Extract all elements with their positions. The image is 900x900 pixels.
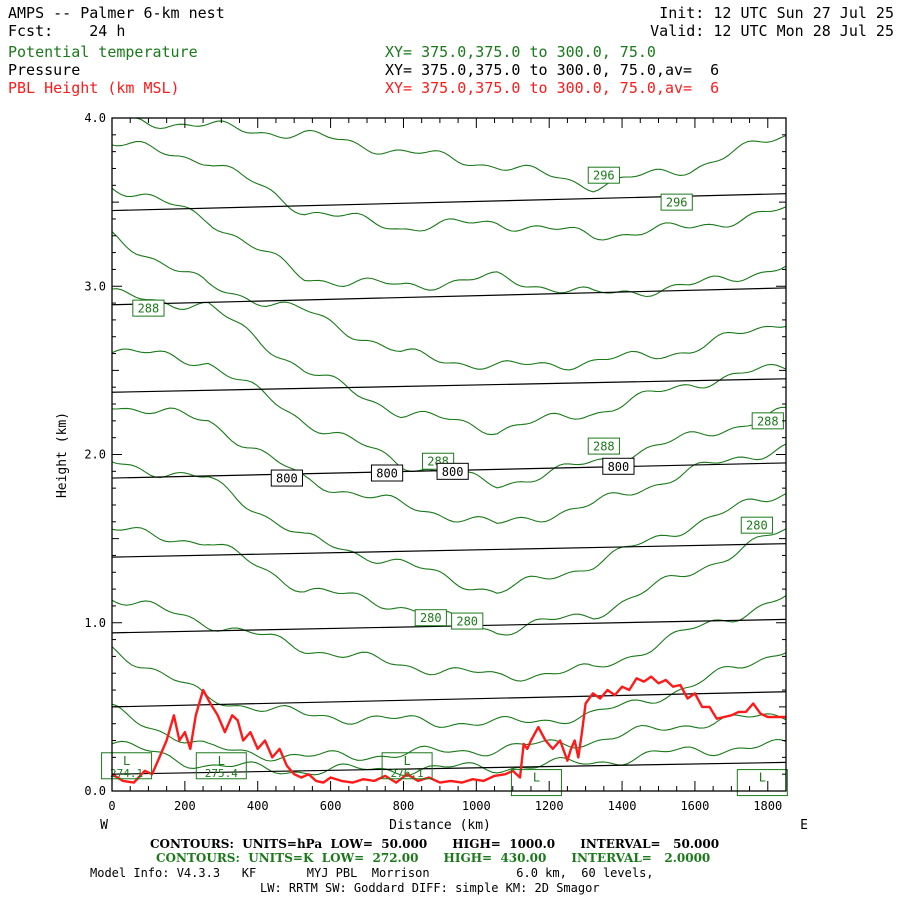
field2-name: Pressure (8, 61, 81, 79)
pressure-contour-label: 800 (276, 472, 298, 486)
y-tick-label: 0.0 (84, 784, 106, 798)
valid-time: Valid: 12 UTC Mon 28 Jul 25 (650, 22, 894, 40)
theta-contour-label: 288 (593, 440, 615, 454)
pressure-isobar (111, 378, 787, 393)
pressure-contour-label: 800 (608, 460, 630, 474)
minimum-marker-box (510, 769, 562, 797)
pbl-height-line (111, 675, 786, 784)
pressure-isobar (111, 761, 787, 775)
x-tick-label: 1000 (462, 799, 491, 813)
x-tick-label: 800 (393, 799, 415, 813)
west-label: W (100, 818, 108, 833)
pressure-contour-label: 800 (376, 467, 398, 481)
theta-contour-label-box (587, 166, 620, 184)
minimum-marker-letter: L (218, 754, 225, 768)
axes: 0 200 400 600 800 1000 1200 1400 1600 1800 0.0 1.0 2… (84, 111, 787, 813)
theta-contour-line (112, 117, 787, 193)
theta-contour-label-box (414, 609, 447, 627)
x-tick-label: 1200 (535, 799, 564, 813)
field2-xy: XY= 375.0,375.0 to 300.0, 75.0,av= 6 (385, 61, 720, 79)
theta-contours (111, 117, 787, 777)
forecast-hour: Fcst: 24 h (8, 22, 126, 40)
field1-name: Potential temperature (8, 43, 198, 61)
y-axis-label: Height (km) (55, 412, 70, 498)
theta-contour-line (111, 141, 787, 241)
theta-contour-line (111, 407, 787, 524)
model-title: AMPS -- Palmer 6-km nest (8, 4, 225, 22)
theta-contour-label-box (132, 299, 165, 317)
pressure-contour-label-box (270, 469, 303, 487)
pressure-isobar (111, 287, 787, 306)
east-label: E (800, 818, 808, 833)
pressure-contour-label: 800 (442, 465, 464, 479)
y-tick-label: 2.0 (84, 448, 106, 462)
theta-contour-label-box (740, 516, 773, 534)
minimum-marker-box (736, 769, 788, 797)
x-tick-label: 1600 (680, 799, 709, 813)
minimum-marker-value: 275.4 (205, 767, 238, 780)
pbl-height-series (111, 675, 786, 784)
y-tick-label: 1.0 (84, 616, 106, 630)
theta-contour-label: 280 (420, 611, 442, 625)
x-tick-label: 200 (174, 799, 196, 813)
minimum-marker-box (101, 752, 153, 780)
pressure-contour-label-box (436, 462, 469, 480)
theta-contour-line (111, 461, 787, 594)
x-tick-label: 1800 (753, 799, 782, 813)
footer-physics-info: LW: RRTM SW: Goddard DIFF: simple KM: 2D… (260, 881, 600, 895)
init-time: Init: 12 UTC Sun 27 Jul 25 (659, 4, 894, 22)
theta-contour-label-box (451, 612, 484, 630)
theta-contour-label-box (587, 437, 620, 455)
footer-theta-contours: CONTOURS: UNITS=K LOW= 272.00 HIGH= 430.… (156, 851, 711, 865)
theta-contour-label: 288 (138, 302, 160, 316)
x-axis-label: Distance (km) (389, 818, 491, 833)
theta-contour-line (111, 646, 787, 728)
minimum-marker-box (195, 752, 247, 780)
pressure-contour-label-box (370, 464, 404, 482)
field3-name: PBL Height (km MSL) (8, 79, 180, 97)
minimum-marker-letter: L (403, 754, 410, 768)
minimum-marker-letter: L (759, 771, 766, 785)
theta-contour-label: 288 (757, 414, 779, 428)
y-tick-label: 4.0 (84, 111, 106, 125)
field3-xy: XY= 375.0,375.0 to 300.0, 75.0,av= 6 (385, 79, 720, 97)
theta-contour-line (111, 231, 787, 371)
minimum-marker-box (381, 752, 433, 780)
theta-contour-line (111, 703, 787, 762)
pressure-isobar (111, 543, 787, 558)
pressure-isobars (111, 193, 787, 775)
theta-contour-line (111, 738, 787, 777)
x-tick-label: 600 (320, 799, 342, 813)
theta-contour-label: 280 (746, 519, 768, 533)
theta-contour-label: 296 (666, 196, 688, 210)
pressure-isobar (111, 691, 787, 708)
field1-xy: XY= 375.0,375.0 to 300.0, 75.0 (385, 43, 656, 61)
theta-contour-label: 280 (456, 615, 478, 629)
theta-contour-label: 296 (593, 169, 615, 183)
x-tick-label: 400 (247, 799, 269, 813)
minimum-marker-value: 274.1 (110, 767, 143, 780)
theta-contour-line (111, 187, 787, 298)
theta-contour-label-box (660, 193, 693, 211)
footer-pressure-contours: CONTOURS: UNITS=hPa LOW= 50.000 HIGH= 10… (150, 837, 720, 851)
theta-contour-line (111, 595, 787, 682)
footer-model-info: Model Info: V4.3.3 KF MYJ PBL Morrison 6… (90, 866, 654, 880)
theta-contour-line (111, 526, 787, 636)
x-tick-label: 0 (108, 799, 115, 813)
minimum-marker-letter: L (123, 754, 130, 768)
pressure-isobar (111, 618, 787, 634)
minimum-marker-letter: L (533, 771, 540, 785)
pressure-contour-label-box (602, 457, 635, 475)
x-tick-label: 1400 (608, 799, 637, 813)
y-tick-label: 3.0 (84, 279, 106, 293)
minimum-marker-value: 276.1 (391, 767, 424, 780)
theta-contour-line (111, 288, 787, 436)
